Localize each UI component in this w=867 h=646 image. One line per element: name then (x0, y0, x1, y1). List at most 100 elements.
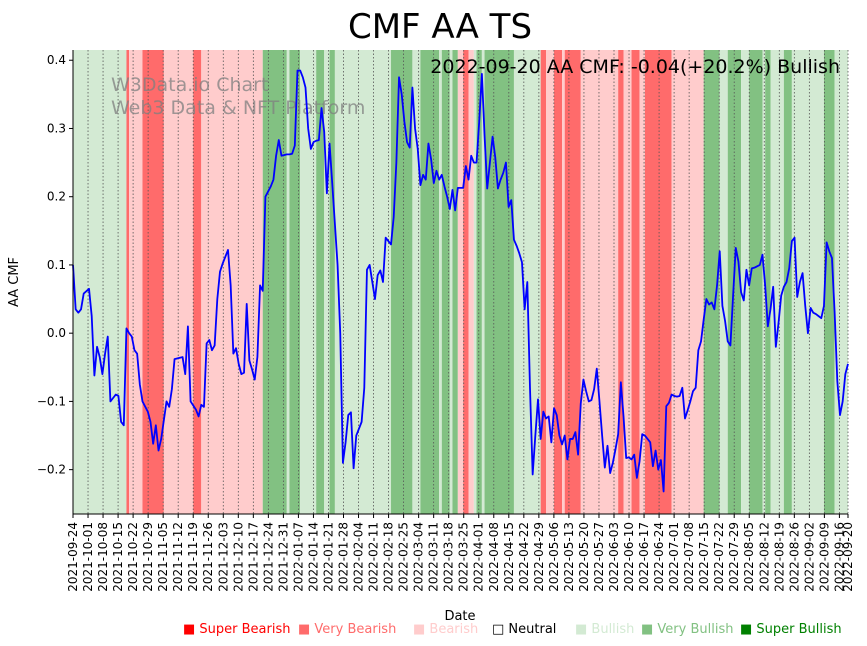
x-tick-label: 2022-07-08 (682, 522, 696, 592)
legend-super-bullish: ■ Super Bullish (740, 622, 842, 637)
x-tick-label: 2022-08-26 (787, 522, 801, 592)
band-bullish (473, 50, 477, 514)
x-tick-label: 2022-09-16 (832, 522, 846, 592)
x-tick-label: 2022-06-24 (652, 522, 666, 592)
band-very-bullish (484, 50, 514, 514)
x-tick-label: 2022-02-18 (382, 522, 396, 592)
band-bullish (439, 50, 442, 514)
cmf-series-line (72, 69, 849, 493)
legend-bearish: ■ Bearish (413, 622, 478, 637)
legend-super-bearish: ■ Super Bearish (183, 622, 291, 637)
legend-neutral: □ Neutral (492, 622, 556, 637)
band-bullish (719, 50, 728, 514)
legend: ■ Super Bearish ■ Very Bearish ■ Bearish □ … (183, 622, 842, 637)
x-tick-label: 2022-03-04 (412, 522, 426, 592)
band-very-bullish (262, 50, 287, 514)
x-tick-label: 2022-03-11 (427, 522, 441, 592)
signal-bands (73, 50, 848, 514)
x-tick-label: 2021-09-24 (66, 522, 80, 592)
y-tick-label: 0.2 (47, 190, 66, 204)
x-tick-label: 2022-09-02 (802, 522, 816, 592)
y-tick-label: 0.3 (47, 121, 66, 135)
band-very-bullish (289, 50, 301, 514)
legend-very-bullish: ■ Very Bullish (641, 622, 733, 637)
x-tick-label: 2021-10-15 (111, 522, 125, 592)
x-tick-label: 2022-05-06 (547, 522, 561, 592)
x-tick-label: 2021-12-31 (276, 522, 290, 592)
band-bearish (623, 50, 632, 514)
x-tick-label: 2022-06-03 (607, 522, 621, 592)
band-bearish (671, 50, 704, 514)
legend-very-bearish: ■ Very Bearish (298, 622, 396, 637)
latest-value-annotation: 2022-09-20 AA CMF: -0.04(+20.2%) Bullish (430, 56, 840, 78)
band-bullish (324, 50, 330, 514)
x-tick-label: 2022-04-01 (472, 522, 486, 592)
chart-title: CMF AA TS (348, 7, 532, 47)
y-tick-label: 0.1 (47, 258, 66, 272)
y-tick-label: 0.0 (47, 326, 66, 340)
band-bearish (546, 50, 555, 514)
x-tick-label: 2022-04-22 (517, 522, 531, 592)
y-axis-ticks: −0.2 −0.1 0.0 0.1 0.2 0.3 0.4 (37, 53, 73, 477)
band-bullish (762, 50, 766, 514)
x-tick-label: 2022-05-27 (592, 522, 606, 592)
x-tick-label: 2022-01-21 (321, 522, 335, 592)
band-bullish (481, 50, 485, 514)
band-very-bearish (644, 50, 672, 514)
x-tick-label: 2022-02-11 (367, 522, 381, 592)
x-tick-label: 2022-02-04 (352, 522, 366, 592)
band-bearish (457, 50, 464, 514)
x-tick-label: 2022-04-15 (502, 522, 516, 592)
band-very-bullish (316, 50, 325, 514)
band-bearish (201, 50, 263, 514)
band-bullish (300, 50, 317, 514)
y-tick-label: −0.1 (37, 394, 66, 408)
band-bearish (468, 50, 474, 514)
band-bearish (129, 50, 143, 514)
band-very-bullish (783, 50, 792, 514)
x-tick-label: 2021-12-17 (246, 522, 260, 592)
x-tick-label: 2022-04-08 (487, 522, 501, 592)
band-very-bullish (452, 50, 458, 514)
band-very-bullish (749, 50, 763, 514)
band-very-bearish (554, 50, 563, 514)
band-bearish (562, 50, 565, 514)
x-tick-label: 2022-07-01 (667, 522, 681, 592)
band-bullish (412, 50, 421, 514)
x-tick-label: 2022-08-12 (757, 522, 771, 592)
band-very-bearish (540, 50, 547, 514)
band-very-bearish (193, 50, 202, 514)
band-bearish (580, 50, 619, 514)
x-tick-label: 2022-08-05 (742, 522, 756, 592)
x-tick-label: 2021-11-05 (156, 522, 170, 592)
x-tick-label: 2022-05-13 (562, 522, 576, 592)
band-bullish (286, 50, 290, 514)
band-bullish (834, 50, 848, 514)
band-very-bullish (823, 50, 835, 514)
x-tick-label: 2021-12-10 (231, 522, 245, 592)
x-tick-label: 2022-05-20 (577, 522, 591, 592)
x-tick-label: 2022-07-29 (727, 522, 741, 592)
band-very-bearish (463, 50, 469, 514)
band-bullish (73, 50, 127, 514)
x-tick-label: 2021-10-29 (141, 522, 155, 592)
band-very-bullish (329, 50, 335, 514)
x-tick-label: 2022-03-25 (457, 522, 471, 592)
x-tick-label: 2022-07-22 (712, 522, 726, 592)
x-tick-label: 2022-02-25 (397, 522, 411, 592)
band-very-bullish (703, 50, 720, 514)
band-bearish (639, 50, 645, 514)
band-very-bearish (631, 50, 640, 514)
x-tick-label: 2022-09-20 (841, 522, 855, 592)
band-very-bullish (391, 50, 413, 514)
x-axis-label: Date (444, 609, 475, 624)
watermark-line-2: Web3 Data & NFT Platform (111, 97, 365, 119)
x-tick-label: 2022-01-07 (291, 522, 305, 592)
band-very-bullish (420, 50, 440, 514)
band-bullish (334, 50, 392, 514)
x-tick-label: 2021-12-03 (216, 522, 230, 592)
watermark-line-1: W3Data.io Chart (111, 74, 268, 96)
x-tick-label: 2021-10-08 (96, 522, 110, 592)
x-tick-label: 2021-10-22 (126, 522, 140, 592)
